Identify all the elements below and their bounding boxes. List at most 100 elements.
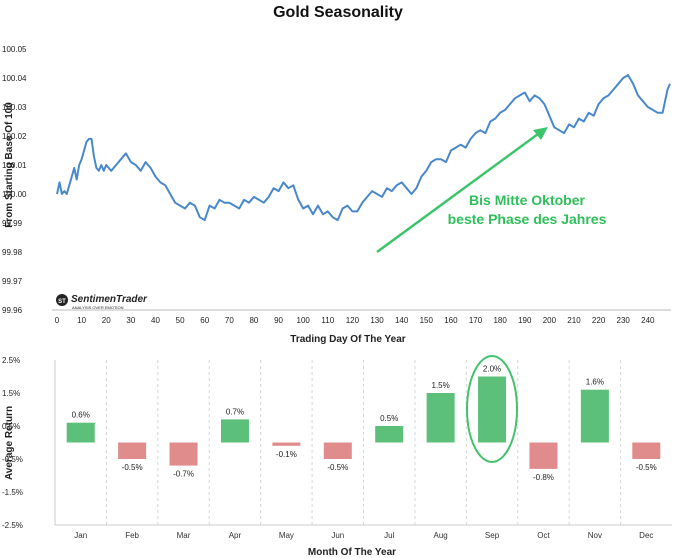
line-y-tick: 100.04 <box>2 74 27 83</box>
line-x-tick: 40 <box>151 316 160 325</box>
bar-label-jun: -0.5% <box>327 463 348 472</box>
bar-y-tick: -2.5% <box>2 521 23 530</box>
line-x-tick: 100 <box>297 316 311 325</box>
gold-seasonality-line <box>56 74 671 222</box>
line-y-tick: 100.05 <box>2 45 27 54</box>
bar-nov <box>580 389 609 443</box>
bar-y-axis-ticks: 2.5% 1.5% 0.5% -0.5% -1.5% -2.5% <box>2 356 23 530</box>
month-label-sep: Sep <box>485 531 500 540</box>
line-x-tick: 140 <box>395 316 409 325</box>
bar-label-sep: 2.0% <box>483 365 501 374</box>
line-y-tick: 100.00 <box>2 190 27 199</box>
line-x-tick: 190 <box>518 316 532 325</box>
line-x-tick: 220 <box>592 316 606 325</box>
annotation-arrow <box>376 127 548 254</box>
bar-y-tick: 1.5% <box>2 389 20 398</box>
bar-sep <box>478 376 507 443</box>
logo-text: SentimenTrader <box>71 294 148 305</box>
month-label-feb: Feb <box>125 531 139 540</box>
month-label-aug: Aug <box>434 531 448 540</box>
month-label-nov: Nov <box>588 531 602 540</box>
line-x-tick: 240 <box>641 316 655 325</box>
bar-chart-bars <box>66 376 661 469</box>
line-x-tick: 80 <box>249 316 258 325</box>
month-label-jan: Jan <box>74 531 87 540</box>
bar-may <box>272 442 301 446</box>
bar-dec <box>632 442 661 459</box>
bar-oct <box>529 442 558 469</box>
bar-y-tick: -0.5% <box>2 455 23 464</box>
bar-label-may: -0.1% <box>276 450 297 459</box>
month-label-may: May <box>279 531 294 540</box>
line-x-tick: 50 <box>176 316 185 325</box>
logo-mark: ST <box>58 299 66 305</box>
month-label-oct: Oct <box>537 531 550 540</box>
line-x-tick: 0 <box>55 316 60 325</box>
line-x-tick: 60 <box>200 316 209 325</box>
bar-label-aug: 1.5% <box>432 381 450 390</box>
month-label-jun: Jun <box>331 531 344 540</box>
month-label-jul: Jul <box>384 531 394 540</box>
bar-jul <box>375 426 404 443</box>
bar-label-feb: -0.5% <box>122 463 143 472</box>
sentimentrader-logo: ST SentimenTrader ANALYSIS OVER EMOTION <box>56 294 148 310</box>
bar-aug <box>426 393 455 443</box>
line-x-tick: 110 <box>321 316 334 325</box>
line-x-tick: 150 <box>420 316 434 325</box>
line-x-axis-label: Trading Day Of The Year <box>290 334 406 345</box>
bar-y-tick: 2.5% <box>2 356 20 365</box>
bar-y-axis-label: Average Return <box>4 406 15 480</box>
bar-label-jan: 0.6% <box>72 411 90 420</box>
line-y-tick: 100.03 <box>2 103 27 112</box>
bar-label-apr: 0.7% <box>226 407 244 416</box>
month-label-dec: Dec <box>639 531 653 540</box>
line-x-tick: 170 <box>469 316 483 325</box>
bar-feb <box>118 442 147 459</box>
bar-label-nov: 1.6% <box>586 378 604 387</box>
line-x-axis-ticks: 0 10 20 30 40 50 60 70 80 90 100 110 120 130 140 150 160… <box>55 316 655 325</box>
line-y-axis-label: From Starting Base Of 100 <box>4 102 15 228</box>
line-y-tick: 100.01 <box>2 161 27 170</box>
bar-mar <box>169 442 198 466</box>
month-axis-labels: Jan Feb Mar Apr May Jun Jul Aug Sep Oct Nov Dec <box>74 531 653 540</box>
bar-value-labels: 0.6% -0.5% -0.7% 0.7% -0.1% -0.5% 0.5% 1.5% 2.0%… <box>72 365 657 482</box>
month-label-apr: Apr <box>229 531 242 540</box>
bar-label-dec: -0.5% <box>636 463 657 472</box>
annotation-line-1: Bis Mitte Oktober <box>469 192 585 208</box>
logo-mark-icon <box>56 294 68 306</box>
line-x-tick: 10 <box>77 316 86 325</box>
bar-label-oct: -0.8% <box>533 473 554 482</box>
bar-label-jul: 0.5% <box>380 414 398 423</box>
line-x-tick: 70 <box>225 316 234 325</box>
line-x-tick: 160 <box>444 316 458 325</box>
annotation-line-2: beste Phase des Jahres <box>448 211 607 227</box>
line-y-tick: 99.96 <box>2 306 23 315</box>
bar-y-tick: -1.5% <box>2 488 23 497</box>
bar-x-axis-label: Month Of The Year <box>308 547 396 558</box>
line-x-tick: 230 <box>617 316 631 325</box>
line-y-axis-ticks: 100.05 100.04 100.03 100.02 100.01 100.00 99.9… <box>2 45 27 315</box>
line-y-tick: 99.97 <box>2 277 23 286</box>
line-x-tick: 210 <box>567 316 581 325</box>
chart-title: Gold Seasonality <box>273 4 403 21</box>
line-x-tick: 130 <box>370 316 384 325</box>
september-highlight-circle <box>466 355 518 463</box>
line-x-tick: 180 <box>493 316 507 325</box>
bar-jan <box>66 422 95 443</box>
bar-apr <box>220 419 249 443</box>
line-x-tick: 200 <box>543 316 557 325</box>
line-x-tick: 90 <box>274 316 283 325</box>
line-x-tick: 20 <box>102 316 111 325</box>
line-x-tick: 30 <box>126 316 135 325</box>
bar-jun <box>323 442 352 459</box>
month-label-mar: Mar <box>177 531 191 540</box>
bar-label-mar: -0.7% <box>173 470 194 479</box>
line-y-tick: 99.98 <box>2 248 23 257</box>
logo-subtext: ANALYSIS OVER EMOTION <box>72 305 124 310</box>
line-x-tick: 120 <box>346 316 360 325</box>
bar-chart-gridlines <box>54 360 672 526</box>
line-y-tick: 100.02 <box>2 132 27 141</box>
bar-y-tick: 0.5% <box>2 422 20 431</box>
line-y-tick: 99.99 <box>2 219 23 228</box>
